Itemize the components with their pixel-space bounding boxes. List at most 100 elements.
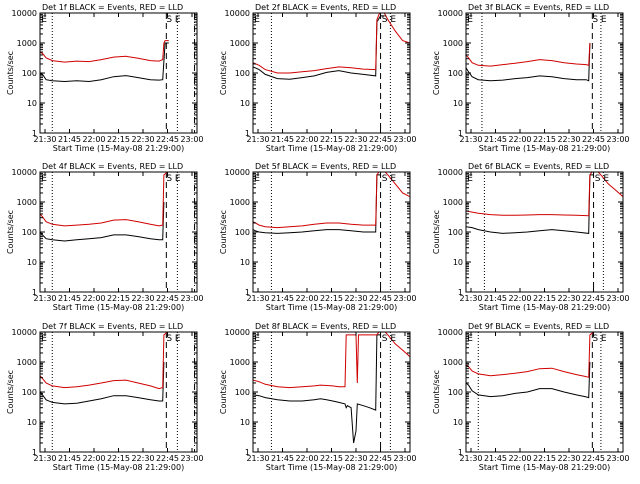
x-axis-label: Start Time (15-May-08 21:29:00) bbox=[479, 463, 610, 472]
x-tick-label: 22:30 bbox=[131, 294, 154, 303]
x-tick-label: 22:30 bbox=[131, 454, 154, 463]
y-tick-label: 100 bbox=[448, 69, 463, 78]
marker-e-label: E bbox=[467, 174, 473, 184]
marker-se-label: S E bbox=[166, 15, 181, 25]
x-tick-label: 22:00 bbox=[508, 454, 531, 463]
panel-title: Det 3f BLACK = Events, RED = LLD bbox=[468, 3, 609, 12]
panel-title: Det 6f BLACK = Events, RED = LLD bbox=[468, 162, 609, 171]
plot-frame bbox=[39, 331, 198, 453]
series-line-lld bbox=[466, 42, 591, 67]
series-line-events bbox=[40, 361, 165, 405]
detector-panel-5: Det 5f BLACK = Events, RED = LLD E S E 1 10 1… bbox=[219, 162, 417, 312]
y-tick-label: 10 bbox=[27, 418, 37, 427]
y-tick-label: 1 bbox=[245, 288, 250, 297]
x-tick-label: 22:00 bbox=[82, 454, 105, 463]
x-tick-label: 22:30 bbox=[344, 454, 367, 463]
y-axis-label: Counts/sec bbox=[219, 51, 228, 95]
y-tick-label: 10000 bbox=[12, 168, 37, 177]
y-tick-label: 1 bbox=[32, 288, 37, 297]
x-tick-label: 21:45 bbox=[58, 135, 81, 144]
plot-frame bbox=[252, 331, 411, 453]
y-tick-label: 100 bbox=[448, 388, 463, 397]
x-tick-label: 21:30 bbox=[459, 454, 482, 463]
y-tick-label: 10 bbox=[453, 418, 463, 427]
y-tick-label: 10 bbox=[453, 99, 463, 108]
marker-se-label: S E bbox=[382, 15, 397, 25]
marker-se-label: S E bbox=[166, 334, 181, 344]
x-tick-label: 22:00 bbox=[82, 135, 105, 144]
panel-title: Det 8f BLACK = Events, RED = LLD bbox=[255, 322, 396, 331]
plot-frame bbox=[39, 12, 198, 134]
y-tick-label: 10000 bbox=[225, 168, 250, 177]
y-tick-label: 1 bbox=[458, 448, 463, 457]
x-tick-label: 23:00 bbox=[393, 135, 416, 144]
x-tick-label: 22:30 bbox=[557, 135, 580, 144]
x-tick-label: 22:00 bbox=[508, 294, 531, 303]
series-line-events bbox=[466, 42, 591, 82]
x-tick-label: 21:30 bbox=[246, 294, 269, 303]
y-tick-label: 100 bbox=[235, 69, 250, 78]
y-tick-label: 10000 bbox=[12, 9, 37, 18]
y-tick-label: 1000 bbox=[443, 39, 463, 48]
x-tick-label: 21:45 bbox=[58, 294, 81, 303]
x-tick-label: 21:45 bbox=[484, 454, 507, 463]
detector-panel-9: Det 9f BLACK = Events, RED = LLD E S E 1 10 1… bbox=[432, 322, 630, 472]
x-tick-label: 21:45 bbox=[271, 454, 294, 463]
series-line-lld bbox=[253, 172, 410, 229]
y-tick-label: 10000 bbox=[225, 9, 250, 18]
plot-frame bbox=[465, 331, 624, 453]
marker-se-label: S E bbox=[592, 334, 607, 344]
marker-se-label: S E bbox=[382, 334, 397, 344]
x-tick-label: 21:45 bbox=[271, 135, 294, 144]
panel-title: Det 2f BLACK = Events, RED = LLD bbox=[255, 3, 396, 12]
x-tick-label: 22:00 bbox=[295, 135, 318, 144]
detector-panel-1: Det 1f BLACK = Events, RED = LLD E S E 1 10 1… bbox=[6, 3, 204, 153]
x-tick-label: 22:30 bbox=[131, 135, 154, 144]
series-line-events bbox=[40, 42, 169, 83]
x-tick-label: 22:15 bbox=[320, 135, 343, 144]
x-tick-label: 22:30 bbox=[557, 294, 580, 303]
y-tick-label: 1 bbox=[32, 129, 37, 138]
panel-title: Det 1f BLACK = Events, RED = LLD bbox=[42, 3, 183, 12]
y-tick-label: 10000 bbox=[438, 9, 463, 18]
y-tick-label: 10000 bbox=[12, 328, 37, 337]
y-tick-label: 10 bbox=[27, 258, 37, 267]
y-tick-label: 1 bbox=[458, 288, 463, 297]
x-tick-label: 22:00 bbox=[295, 454, 318, 463]
marker-e-label: E bbox=[254, 174, 260, 184]
y-tick-label: 10 bbox=[240, 418, 250, 427]
x-tick-label: 21:45 bbox=[484, 294, 507, 303]
marker-e-label: E bbox=[41, 174, 47, 184]
x-tick-label: 23:00 bbox=[393, 294, 416, 303]
panel-title: Det 4f BLACK = Events, RED = LLD bbox=[42, 162, 183, 171]
x-tick-label: 22:30 bbox=[344, 294, 367, 303]
y-tick-label: 1000 bbox=[443, 198, 463, 207]
y-tick-label: 10000 bbox=[438, 328, 463, 337]
x-tick-label: 23:00 bbox=[180, 454, 203, 463]
x-tick-label: 22:15 bbox=[533, 454, 556, 463]
series-line-lld bbox=[466, 172, 623, 217]
x-tick-label: 22:30 bbox=[557, 454, 580, 463]
detector-panel-8: Det 8f BLACK = Events, RED = LLD E S E 1 10 1… bbox=[219, 322, 417, 472]
panel-title: Det 7f BLACK = Events, RED = LLD bbox=[42, 322, 183, 331]
series-line-lld bbox=[40, 172, 168, 227]
x-axis-label: Start Time (15-May-08 21:29:00) bbox=[266, 463, 397, 472]
x-tick-label: 21:30 bbox=[459, 294, 482, 303]
x-tick-label: 22:45 bbox=[582, 135, 605, 144]
series-line-lld bbox=[466, 332, 594, 378]
y-tick-label: 10000 bbox=[438, 168, 463, 177]
panel-title: Det 5f BLACK = Events, RED = LLD bbox=[255, 162, 396, 171]
y-tick-label: 100 bbox=[22, 388, 37, 397]
x-tick-label: 21:30 bbox=[246, 454, 269, 463]
series-line-lld bbox=[253, 13, 410, 74]
x-tick-label: 23:00 bbox=[393, 454, 416, 463]
x-tick-label: 21:45 bbox=[58, 454, 81, 463]
marker-e-label: E bbox=[467, 15, 473, 25]
y-tick-label: 100 bbox=[448, 228, 463, 237]
series-line-events bbox=[253, 334, 381, 444]
y-tick-label: 100 bbox=[22, 228, 37, 237]
y-tick-label: 10 bbox=[240, 258, 250, 267]
x-tick-label: 23:00 bbox=[606, 294, 629, 303]
series-line-events bbox=[40, 201, 165, 242]
